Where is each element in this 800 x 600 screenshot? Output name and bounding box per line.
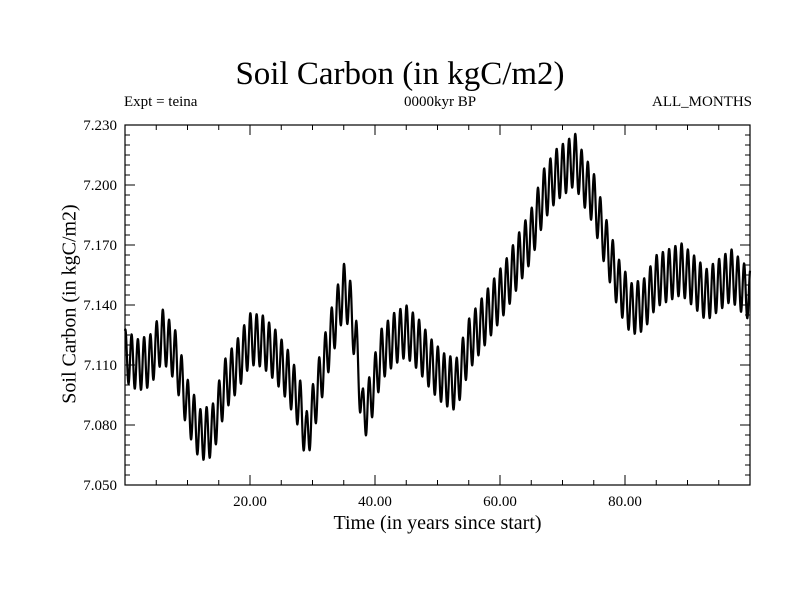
chart-title: Soil Carbon (in kgC/m2) xyxy=(235,56,565,92)
x-axis-label: Time (in years since start) xyxy=(333,512,542,534)
y-tick-label: 7.170 xyxy=(83,238,117,254)
period-label: 0000kyr BP xyxy=(403,94,477,110)
y-tick-label: 7.230 xyxy=(83,118,117,134)
x-tick-label: 20.00 xyxy=(233,494,267,510)
axis-ticks xyxy=(125,125,750,485)
y-tick-label: 7.200 xyxy=(83,178,117,194)
y-tick-label: 7.110 xyxy=(84,358,117,374)
series-line-soil-carbon xyxy=(123,132,752,461)
x-tick-label: 80.00 xyxy=(608,494,642,510)
months-label: ALL_MONTHS xyxy=(652,94,752,110)
y-tick-label: 7.080 xyxy=(83,418,117,434)
plot-frame xyxy=(124,124,751,486)
experiment-label: Expt = teina xyxy=(124,94,198,110)
y-tick-label: 7.140 xyxy=(83,298,117,314)
x-tick-label: 60.00 xyxy=(483,494,517,510)
tick-labels: 20.00 40.00 60.00 80.00 7.050 7.080 7.110 7.140… xyxy=(83,118,642,510)
y-axis-label: Soil Carbon (in kgC/m2) xyxy=(58,204,81,404)
y-tick-label: 7.050 xyxy=(83,478,117,494)
x-tick-label: 40.00 xyxy=(358,494,392,510)
